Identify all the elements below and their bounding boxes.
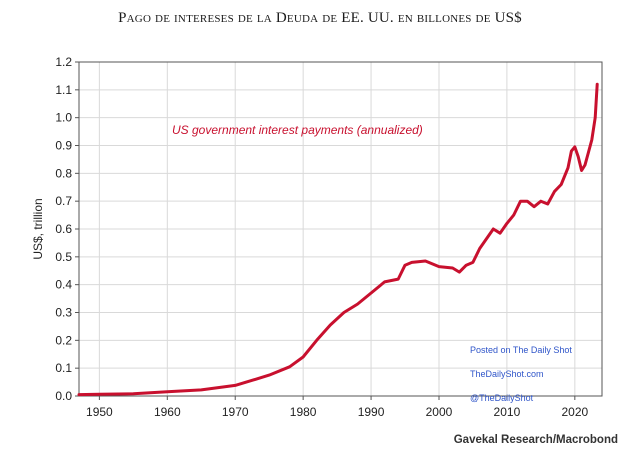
y-tick-label: 0.2 (55, 333, 72, 347)
x-tick-label: 1970 (222, 405, 249, 419)
y-axis-label: US$, trillion (31, 198, 45, 259)
y-tick-label: 1.2 (55, 55, 72, 69)
x-tick-label: 1990 (358, 405, 385, 419)
watermark-handle: @TheDailyShot (470, 393, 534, 403)
y-tick-label: 0.5 (55, 250, 72, 264)
series-line-interest-payments (77, 82, 599, 397)
y-tick-label: 1.0 (55, 111, 72, 125)
watermark-posted: Posted on The Daily Shot (470, 345, 572, 355)
x-tick-label: 2000 (426, 405, 453, 419)
y-tick-label: 1.1 (55, 83, 72, 97)
source-credit: Gavekal Research/Macrobond (454, 434, 618, 446)
y-tick-label: 0.6 (55, 222, 72, 236)
x-tick-label: 1980 (290, 405, 317, 419)
page-title: Pago de intereses de la Deuda de EE. UU.… (118, 10, 522, 26)
y-tick-label: 0.3 (55, 306, 72, 320)
x-tick-label: 2020 (561, 405, 588, 419)
x-tick-label: 2010 (494, 405, 521, 419)
x-tick-label: 1950 (86, 405, 113, 419)
watermark-site: TheDailyShot.com (470, 369, 544, 379)
y-tick-label: 0.7 (55, 194, 72, 208)
y-tick-label: 0.4 (55, 278, 72, 292)
chart-annotation: US government interest payments (annuali… (172, 123, 423, 137)
y-tick-label: 0.1 (55, 361, 72, 375)
y-tick-label: 0.9 (55, 139, 72, 153)
y-tick-label: 0.8 (55, 166, 72, 180)
y-tick-label: 0.0 (55, 389, 72, 403)
x-tick-label: 1960 (154, 405, 181, 419)
